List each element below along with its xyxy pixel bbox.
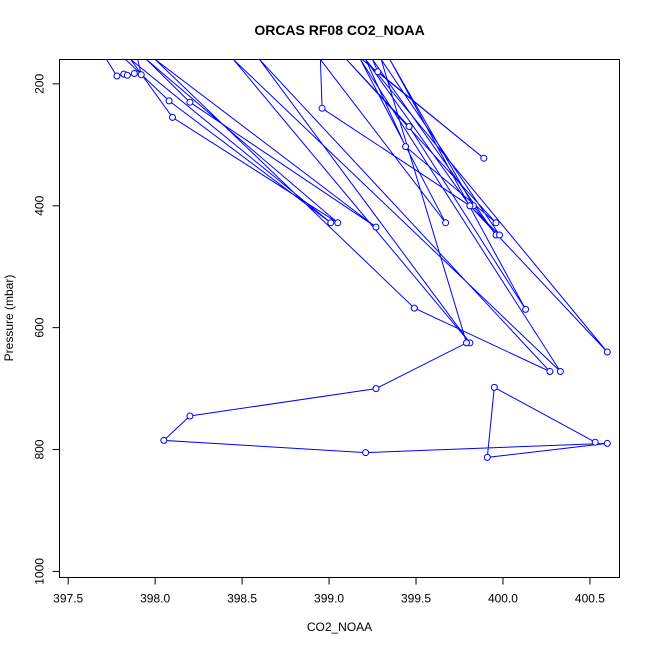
data-point <box>466 202 474 210</box>
x-tick-label: 399.0 <box>314 592 344 606</box>
data-point <box>556 368 564 375</box>
x-tick-label: 400.0 <box>488 592 518 606</box>
data-point <box>442 219 450 227</box>
plot-frame <box>59 59 620 578</box>
y-tick-label: 800 <box>33 439 47 459</box>
data-point <box>374 68 382 76</box>
data-point <box>496 231 503 239</box>
data-point <box>372 223 380 231</box>
x-tick-label: 399.5 <box>401 592 431 606</box>
data-point <box>522 305 530 313</box>
data-point <box>463 339 470 347</box>
data-point <box>169 113 176 121</box>
data-point <box>410 304 418 312</box>
data-point <box>334 219 342 227</box>
data-point <box>405 123 413 130</box>
data-point <box>327 219 335 227</box>
x-tick-label: 398.5 <box>227 592 257 606</box>
y-axis: 200 400 600 800 1000 <box>33 74 60 585</box>
y-axis-label: Pressure (mbar) <box>2 275 16 362</box>
data-point <box>113 72 121 80</box>
y-tick-label: 1000 <box>33 558 47 585</box>
y-tick-label: 400 <box>33 195 47 215</box>
data-point <box>603 348 611 356</box>
y-tick-label: 200 <box>33 74 47 94</box>
data-point <box>362 449 370 457</box>
x-tick-label: 397.5 <box>53 592 83 606</box>
data-point <box>165 97 173 105</box>
data-point <box>186 98 194 106</box>
x-tick-label: 398.0 <box>140 592 170 606</box>
data-point <box>490 383 498 391</box>
x-tick-label: 400.5 <box>575 592 605 606</box>
data-point <box>492 219 500 227</box>
data-point <box>591 438 599 446</box>
data-point <box>123 71 131 79</box>
data-point <box>402 143 410 151</box>
series-line <box>106 60 608 458</box>
data-point <box>546 368 554 375</box>
data-point <box>137 71 145 79</box>
data-point <box>130 70 138 77</box>
data-point <box>186 412 194 420</box>
data-point <box>480 154 488 162</box>
series-layer <box>106 60 611 461</box>
chart-title: ORCAS RF08 CO2_NOAA <box>254 22 424 38</box>
data-point <box>160 436 168 444</box>
data-point <box>483 453 491 461</box>
x-axis-label: CO2_NOAA <box>307 620 372 634</box>
x-axis: 397.5 398.0 398.5 399.0 399.5 400.0 400.5 <box>53 577 605 606</box>
y-tick-label: 600 <box>33 317 47 337</box>
data-point <box>603 439 611 447</box>
data-point <box>318 104 326 112</box>
data-point <box>372 385 380 393</box>
